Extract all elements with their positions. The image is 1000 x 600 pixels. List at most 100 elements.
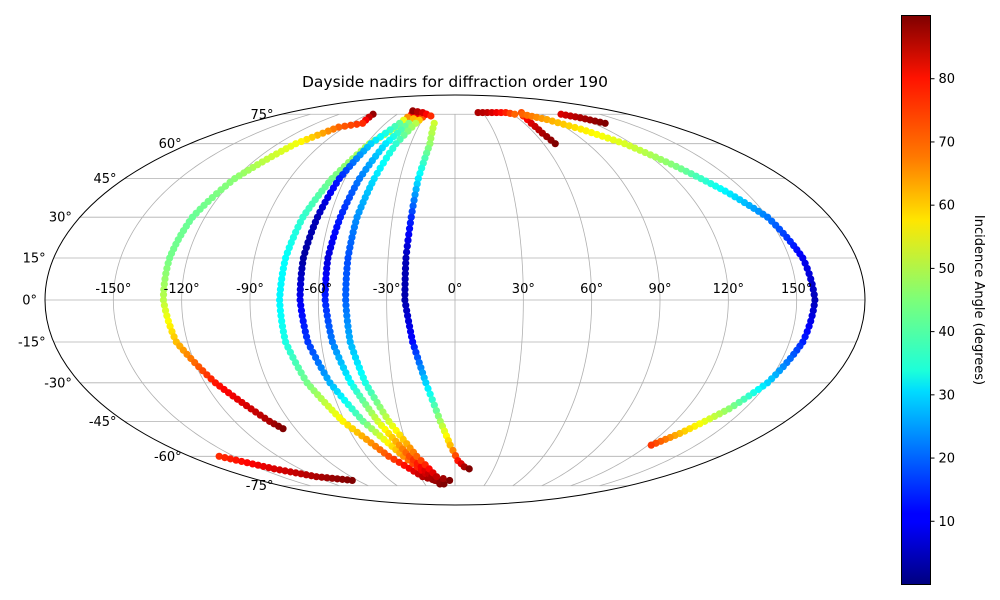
colorbar-tick-label: 80	[939, 72, 956, 87]
data-point	[303, 135, 311, 144]
data-point	[226, 455, 235, 463]
data-point	[342, 306, 350, 315]
data-point	[342, 280, 350, 288]
lon-tick-label: -90°	[236, 282, 264, 297]
data-point	[343, 264, 351, 273]
data-point	[551, 140, 559, 148]
chart-title: Dayside nadirs for diffraction order 190	[302, 73, 608, 91]
data-point	[297, 137, 305, 146]
data-point	[810, 291, 818, 299]
colorbar-gradient	[901, 15, 931, 585]
data-point	[215, 452, 223, 460]
data-point	[373, 169, 381, 177]
series-track-2	[215, 452, 356, 485]
lon-tick-label: 0°	[448, 282, 463, 297]
data-point	[160, 280, 168, 288]
data-point	[401, 270, 409, 278]
data-point	[254, 461, 262, 469]
colorbar-tick-label: 30	[939, 388, 956, 403]
lat-tick-label: -45°	[89, 415, 117, 430]
data-point	[440, 480, 448, 488]
series-track-7	[401, 107, 473, 473]
data-point	[277, 280, 285, 288]
data-point	[277, 312, 285, 320]
data-point	[428, 396, 436, 404]
data-point	[296, 285, 304, 294]
data-point	[426, 390, 434, 398]
lon-tick-label: -150°	[95, 282, 131, 297]
data-point	[353, 120, 361, 128]
data-point	[559, 120, 568, 128]
data-point	[401, 264, 410, 273]
data-point	[427, 134, 435, 142]
data-point	[402, 254, 410, 262]
data-point	[593, 130, 601, 139]
data-point	[276, 466, 284, 474]
data-point	[432, 473, 441, 481]
data-point	[322, 270, 330, 278]
lat-tick-label: -60°	[154, 450, 182, 465]
data-point	[297, 306, 306, 315]
data-point	[390, 455, 398, 463]
data-point	[296, 291, 304, 299]
data-point	[308, 133, 316, 141]
data-point	[598, 132, 606, 140]
data-point	[343, 317, 351, 325]
data-point	[402, 259, 410, 267]
data-point	[342, 301, 350, 309]
series-track-8	[474, 108, 519, 118]
data-point	[385, 452, 393, 460]
data-point	[318, 473, 326, 481]
lat-tick-label: 75°	[250, 108, 273, 123]
data-point	[344, 254, 352, 262]
series-track-5	[321, 110, 448, 488]
data-point	[343, 259, 352, 267]
data-point	[446, 441, 454, 449]
data-point	[413, 180, 421, 188]
data-point	[323, 264, 331, 273]
data-point	[344, 322, 352, 330]
data-point	[296, 296, 304, 304]
data-point	[430, 401, 438, 409]
data-point	[160, 285, 168, 294]
data-point	[341, 122, 349, 130]
data-point	[221, 453, 229, 462]
data-point	[348, 476, 356, 485]
data-point	[342, 285, 350, 294]
colorbar-tick-label: 20	[939, 452, 956, 467]
colorbar-tick-label: 60	[939, 199, 956, 214]
data-point	[323, 259, 331, 267]
series-track-6	[342, 110, 454, 485]
data-point	[565, 122, 573, 130]
colorbar-tick-label: 50	[939, 262, 956, 277]
data-point	[407, 213, 415, 221]
data-point	[548, 117, 556, 125]
data-point	[601, 119, 609, 127]
data-point	[401, 275, 409, 283]
data-point	[408, 207, 416, 216]
lat-tick-label: 60°	[159, 137, 182, 152]
data-point	[323, 474, 331, 482]
lat-tick-label: 15°	[23, 252, 46, 267]
data-point	[276, 306, 285, 315]
data-point	[359, 119, 367, 127]
data-point	[445, 476, 454, 485]
lon-tick-label: -30°	[373, 282, 401, 297]
lat-tick-label: -30°	[44, 376, 72, 391]
data-point	[465, 465, 473, 473]
series-track-11	[557, 110, 609, 127]
data-point	[571, 123, 579, 132]
series-track-10	[518, 110, 819, 449]
data-point	[297, 270, 305, 278]
data-point	[405, 230, 413, 239]
data-point	[404, 236, 412, 244]
data-point	[405, 225, 414, 233]
lat-tick-label: 45°	[94, 172, 117, 187]
data-point	[321, 296, 329, 304]
data-point	[276, 291, 284, 299]
lon-tick-label: -60°	[304, 282, 332, 297]
data-point	[342, 291, 350, 299]
lat-tick-label: 0°	[22, 294, 37, 309]
data-point	[554, 119, 562, 127]
data-point	[424, 384, 432, 393]
